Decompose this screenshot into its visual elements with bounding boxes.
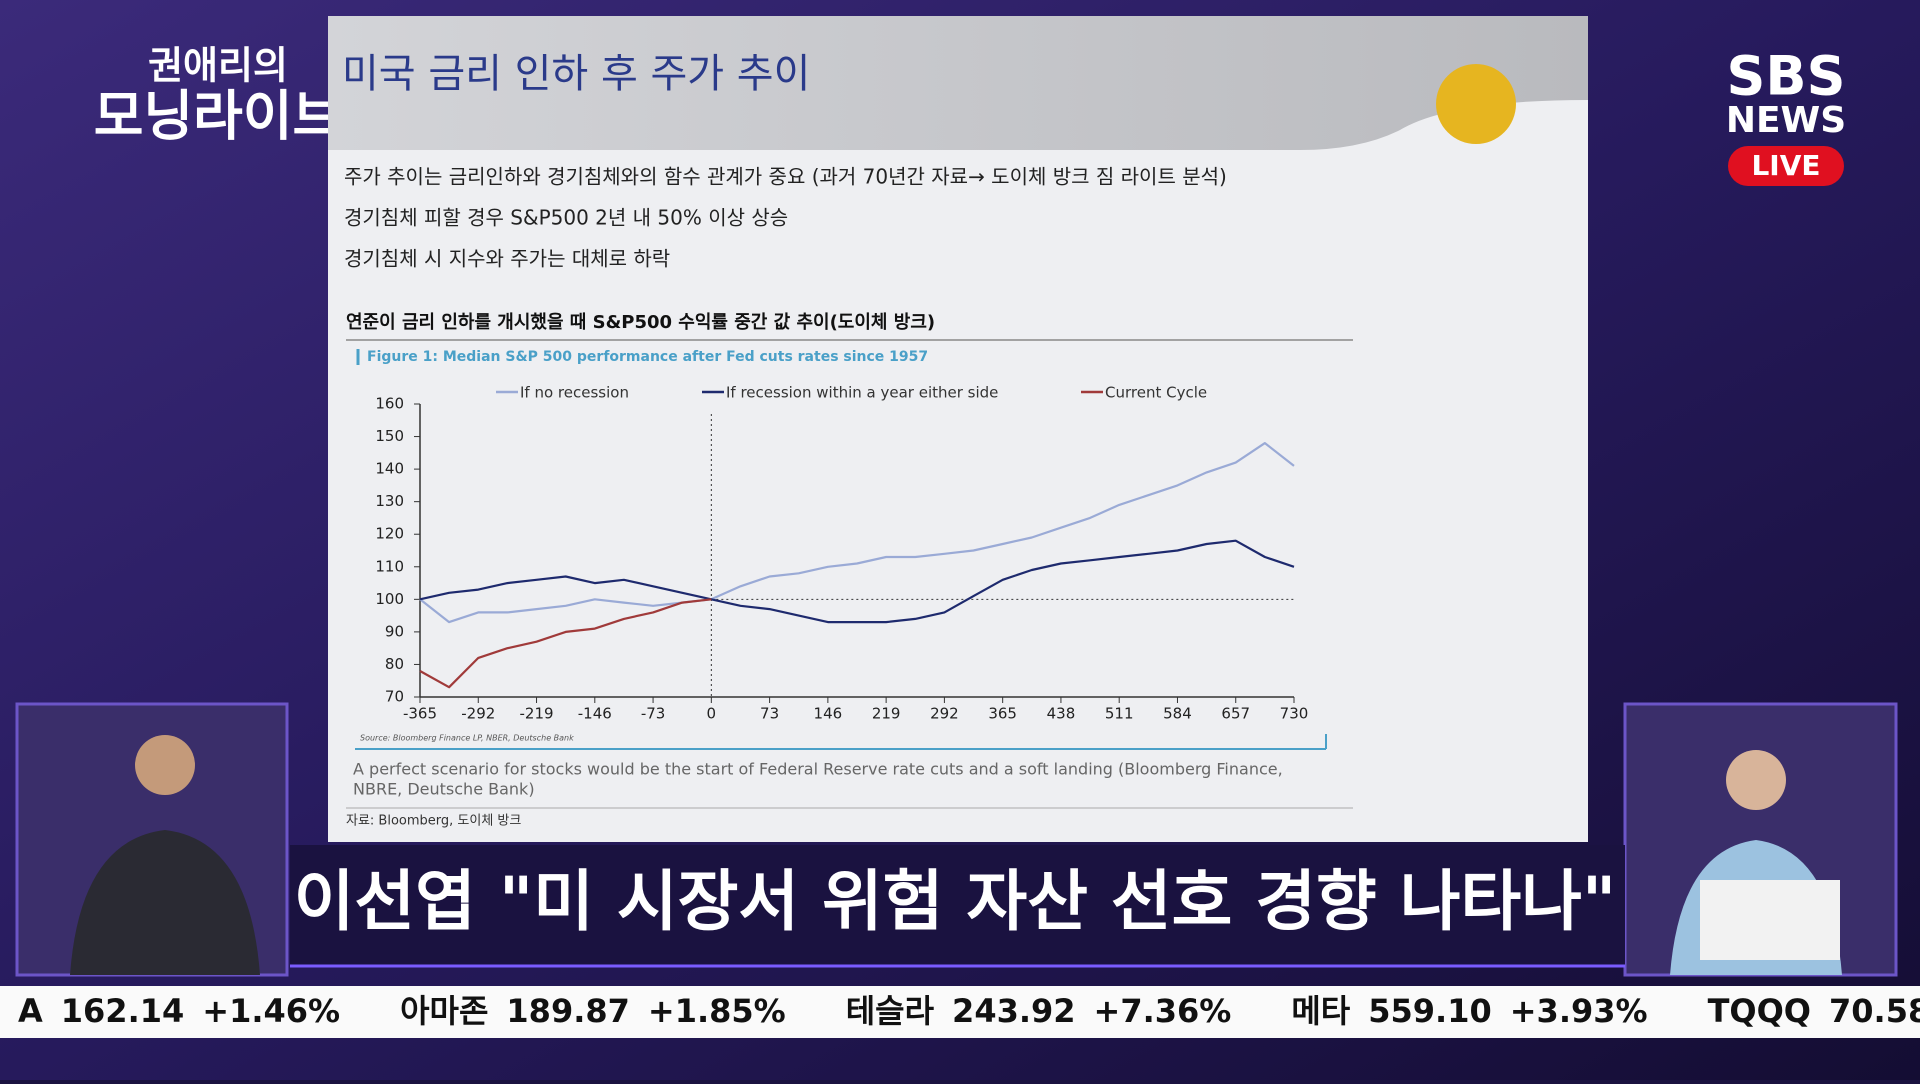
y-tick-label: 90 <box>385 622 404 640</box>
y-tick-label: 100 <box>375 590 404 608</box>
live-text: LIVE <box>1751 149 1820 182</box>
chart-heading: 연준이 금리 인하를 개시했을 때 S&P500 수익률 중간 값 추이(도이체… <box>346 312 935 333</box>
x-tick-label: 219 <box>872 705 901 723</box>
headline-band <box>290 845 1625 967</box>
ticker-text: TQQQ <box>1708 992 1811 1030</box>
x-tick-label: -146 <box>578 705 612 723</box>
ticker-text: A <box>18 992 43 1030</box>
laptop <box>1700 880 1840 960</box>
caption: NBRE, Deutsche Bank) <box>353 780 535 799</box>
ticker-text: 70.58 <box>1829 992 1920 1030</box>
x-tick-label: 511 <box>1105 705 1134 723</box>
reference: 자료: Bloomberg, 도이체 방크 <box>346 814 521 829</box>
slide-title-band <box>328 16 1588 150</box>
slide-title: 미국 금리 인하 후 주가 추이 <box>342 51 810 97</box>
slide <box>328 16 1588 842</box>
ticker-text: 243.92 <box>952 992 1075 1030</box>
ticker-text: +7.36% <box>1094 992 1232 1030</box>
x-tick-label: 438 <box>1047 705 1076 723</box>
y-tick-label: 140 <box>375 460 404 478</box>
source-note: Source: Bloomberg Finance LP, NBER, Deut… <box>360 734 574 743</box>
bullet: 경기침체 피할 경우 S&P500 2년 내 50% 이상 상승 <box>344 206 788 230</box>
bullet: 주가 추이는 금리인하와 경기침체와의 함수 관계가 중요 (과거 70년간 자… <box>344 165 1227 189</box>
slide-logo <box>1436 64 1516 144</box>
ticker-text: 테슬라 <box>846 992 935 1030</box>
y-tick-label: 80 <box>385 655 404 673</box>
ticker: A 162.14 +1.46% 아마존 189.87 +1.85% 테슬라 243.92 +7.… <box>18 992 1920 1030</box>
program-logo-bottom: 모닝라이브 <box>94 85 342 148</box>
x-tick-label: 0 <box>707 705 717 723</box>
network-logo-top: SBS <box>1727 45 1846 108</box>
y-tick-label: 70 <box>385 688 404 706</box>
chart-title: Figure 1: Median S&P 500 performance aft… <box>367 349 928 365</box>
ticker-text: +1.46% <box>202 992 340 1030</box>
ticker-bar <box>0 986 1920 1038</box>
x-tick-label: -365 <box>403 705 437 723</box>
host-figure <box>135 735 195 795</box>
x-tick-label: 365 <box>988 705 1017 723</box>
legend-label: If recession within a year either side <box>726 384 998 402</box>
headline: 이선엽 "미 시장서 위험 자산 선호 경향 나타나" <box>294 863 1617 940</box>
series-line <box>419 598 712 689</box>
x-tick-label: 730 <box>1280 705 1309 723</box>
network-logo-bottom: NEWS <box>1726 100 1846 141</box>
legend-label: Current Cycle <box>1105 384 1207 402</box>
x-tick-label: 584 <box>1163 705 1192 723</box>
host-figure <box>70 830 260 975</box>
ticker-text: 559.10 <box>1368 992 1491 1030</box>
live-badge <box>1728 146 1844 186</box>
y-tick-label: 160 <box>375 395 404 413</box>
x-tick-label: 146 <box>814 705 843 723</box>
ticker-text: 189.87 <box>506 992 629 1030</box>
y-tick-label: 120 <box>375 525 404 543</box>
x-tick-label: -73 <box>641 705 666 723</box>
x-tick-label: 657 <box>1221 705 1250 723</box>
legend-label: If no recession <box>520 384 629 402</box>
host-figure <box>1726 750 1786 810</box>
chart: 70 80 90 100 110 120 130 140 150 160 -365 -292 -219 -… <box>375 384 1308 723</box>
ticker-text: +3.93% <box>1510 992 1648 1030</box>
y-tick-label: 110 <box>375 557 404 575</box>
y-tick-label: 150 <box>375 427 404 445</box>
x-tick-label: -219 <box>520 705 554 723</box>
bullet: 경기침체 시 지수와 주가는 대체로 하락 <box>344 247 670 271</box>
series-line <box>419 442 1295 624</box>
series-line <box>419 539 1295 624</box>
y-tick-label: 130 <box>375 492 404 510</box>
ticker-text: 메타 <box>1291 992 1350 1030</box>
program-logo-top: 권애리의 <box>148 44 288 88</box>
x-tick-label: 73 <box>760 705 779 723</box>
ticker-text: 162.14 <box>61 992 184 1030</box>
x-tick-label: -292 <box>461 705 495 723</box>
ticker-text: +1.85% <box>648 992 786 1030</box>
caption: A perfect scenario for stocks would be t… <box>353 760 1283 779</box>
x-tick-label: 292 <box>930 705 959 723</box>
ticker-text: 아마존 <box>400 992 488 1030</box>
